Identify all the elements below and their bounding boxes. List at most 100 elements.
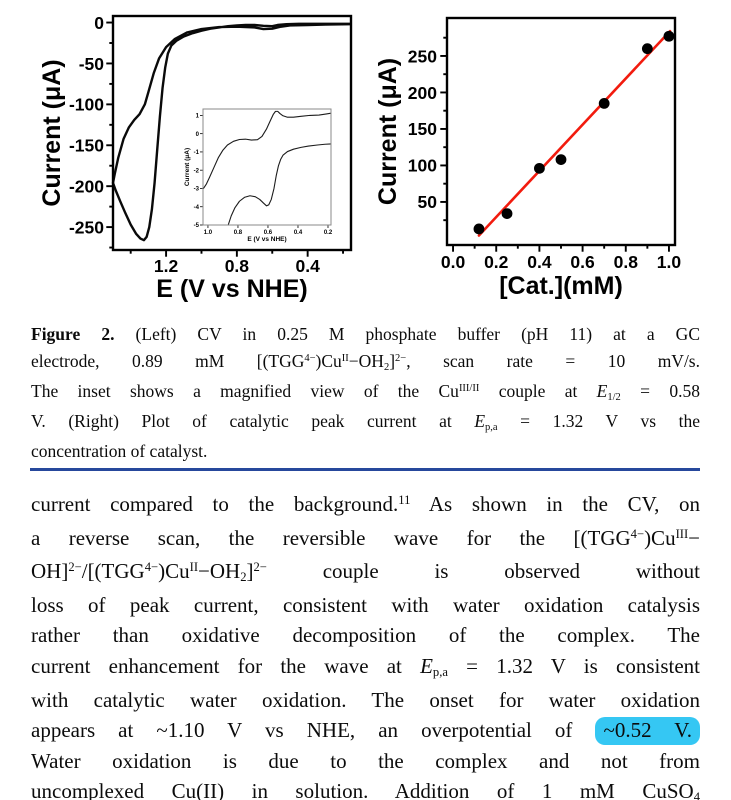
svg-text:0: 0 [196,132,200,138]
text-segment: with catalytic water oxidation. The onse… [31,687,700,712]
svg-text:0.8: 0.8 [234,230,243,236]
svg-text:1.0: 1.0 [657,252,682,272]
text-segment: a reverse scan, the reversible wave for … [31,525,631,550]
text-segment: ] [246,559,254,584]
text-segment: concentration of catalyst. [31,441,208,461]
text-segment: , scan rate = 10 mV/s. [406,351,700,371]
text-segment: III/II [458,383,480,395]
text-segment: 2− [68,560,82,575]
text-segment: As shown in the CV, on [410,492,700,516]
svg-text:1.2: 1.2 [154,256,179,276]
figure-2: 1.2 0.8 0.4 0 -50 -100 -150 -200 -250 E (V vs NHE… [0,0,731,305]
text-segment: III [675,526,689,541]
text-segment: rather than oxidative decomposition of t… [31,623,700,648]
svg-text:-4: -4 [194,205,200,211]
text-segment: = 1.32 V vs the [497,411,700,431]
body-line: current compared to the background.11 As… [31,489,700,523]
svg-text:0.6: 0.6 [264,230,273,236]
svg-text:Current (μA): Current (μA) [38,59,66,206]
text-segment: II [189,560,199,575]
text-segment: 4− [144,560,159,575]
svg-text:Current (μA): Current (μA) [184,148,191,186]
svg-text:E (V vs NHE): E (V vs NHE) [156,275,307,303]
body-line: current enhancement for the wave at Ep,a… [31,651,700,685]
text-segment: E [596,381,608,401]
text-segment: Figure 2. [31,324,115,344]
text-segment: 2 [383,361,390,373]
section-divider [30,468,700,471]
text-segment: − [688,525,700,550]
svg-text:-100: -100 [69,95,104,115]
svg-text:E (V vs NHE): E (V vs NHE) [247,236,286,243]
body-line: OH]2−/[(TGG4−)CuII−OH2]2− couple is obse… [31,556,700,590]
text-segment: couple at [479,381,597,401]
svg-text:-1: -1 [194,150,200,156]
text-segment: OH] [31,559,69,584]
text-segment: II [341,353,349,365]
text-segment: p,a [432,665,448,680]
text-segment: )Cu [158,559,190,584]
text-segment: uncomplexed Cu(II) in solution. Addition… [31,779,694,800]
svg-text:-2: -2 [194,168,200,174]
text-segment: p,a [485,421,498,433]
text-segment: current compared to the background. [31,492,399,516]
svg-text:0.2: 0.2 [484,252,509,272]
caption-line: Figure 2. (Left) CV in 0.25 M phosphate … [31,321,700,348]
body-line: uncomplexed Cu(II) in solution. Addition… [31,776,700,800]
calibration-chart: 0.0 0.2 0.4 0.6 0.8 1.0 50 100 150 200 250 [Cat.](m… [374,16,682,300]
highlighted-overpotential: ~0.52 V. [595,717,700,746]
body-text: current compared to the background.11 As… [31,489,700,800]
caption-line: electrode, 0.89 mM [(TGG4−)CuII−OH2]2−, … [31,348,700,378]
text-segment: )Cu [644,525,676,550]
svg-text:Current (μA): Current (μA) [374,58,402,205]
svg-text:200: 200 [408,83,437,103]
body-line: appears at ~1.10 V vs NHE, an overpotent… [31,715,700,746]
svg-text:0.6: 0.6 [570,252,595,272]
text-segment: E [474,411,486,431]
text-segment: Water oxidation is due to the complex an… [31,748,700,773]
svg-text:0.8: 0.8 [614,252,639,272]
svg-text:0: 0 [94,13,104,33]
text-segment: 11 [398,493,411,508]
svg-text:250: 250 [408,46,437,66]
svg-text:0.4: 0.4 [527,252,552,272]
text-segment: −OH [348,351,384,371]
figure-caption: Figure 2. (Left) CV in 0.25 M phosphate … [31,321,700,465]
text-segment: couple is observed without [266,559,700,584]
svg-text:0.4: 0.4 [295,256,320,276]
caption-line: V. (Right) Plot of catalytic peak curren… [31,408,700,438]
svg-text:0.0: 0.0 [441,252,466,272]
text-segment: = 0.58 [620,381,700,401]
text-segment: 4 [693,790,700,800]
svg-text:[Cat.](mM): [Cat.](mM) [499,272,623,300]
svg-text:-200: -200 [69,176,104,196]
text-segment: electrode, 0.89 mM [(TGG [31,351,305,371]
svg-text:1: 1 [196,114,200,120]
text-segment: 4− [304,353,316,365]
text-segment: V. (Right) Plot of catalytic peak curren… [31,411,475,431]
text-segment: current enhancement for the wave at [31,653,421,678]
body-line: rather than oxidative decomposition of t… [31,620,700,651]
body-line: with catalytic water oxidation. The onse… [31,685,700,716]
text-segment: (Left) CV in 0.25 M phosphate buffer (pH… [114,324,700,344]
svg-text:0.8: 0.8 [225,256,250,276]
body-line: Water oxidation is due to the complex an… [31,746,700,777]
svg-text:-3: -3 [194,187,200,193]
caption-line: The inset shows a magnified view of the … [31,378,700,408]
body-line: loss of peak current, consistent with wa… [31,590,700,621]
caption-line: concentration of catalyst. [31,438,700,465]
text-segment: E [420,653,433,678]
svg-text:100: 100 [408,156,437,176]
svg-text:50: 50 [418,192,438,212]
text-segment: /[(TGG [81,559,145,584]
text-segment: 2− [395,353,407,365]
svg-text:-250: -250 [69,217,104,237]
text-segment: The inset shows a magnified view of the … [31,381,459,401]
text-segment: −OH [198,559,241,584]
text-segment: loss of peak current, consistent with wa… [31,592,700,617]
svg-text:150: 150 [408,119,437,139]
text-segment: 4− [630,526,645,541]
text-segment: )Cu [315,351,342,371]
